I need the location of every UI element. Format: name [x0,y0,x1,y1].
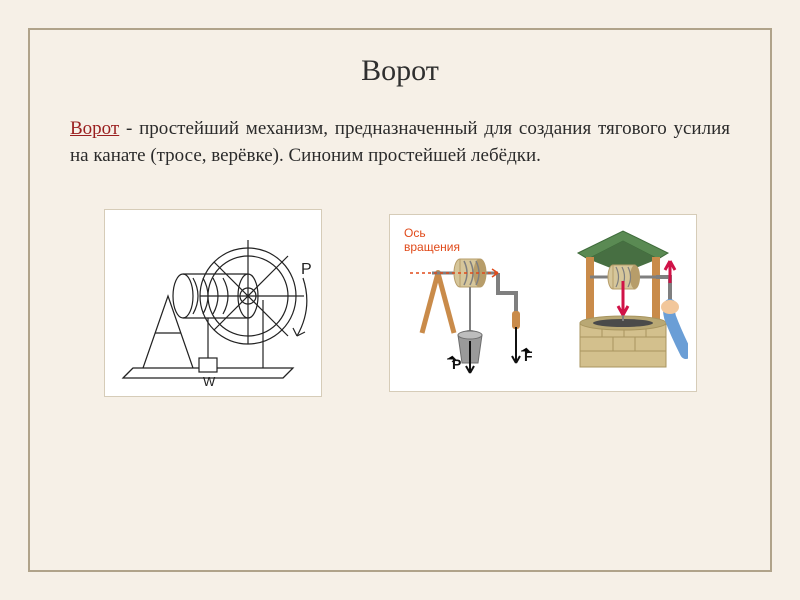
definition-rest: - простейший механизм, предназначенный д… [70,118,730,166]
figure-winch-engraving: P W [104,209,322,397]
axis-label-line2: вращения [404,240,460,254]
winch-color-svg: Ось вращения [398,223,688,383]
axis-label-line1: Ось [404,226,426,240]
content-frame: Ворот Ворот - простейший механизм, предн… [28,28,772,572]
figures-row: P W Ось вращения [70,209,730,397]
definition-text: Ворот - простейший механизм, предназначе… [70,116,730,169]
figure-winch-color: Ось вращения [389,214,697,392]
definition-term: Ворот [70,118,119,139]
fig1-label-p: P [301,261,312,278]
slide: Ворот Ворот - простейший механизм, предн… [0,0,800,600]
slide-title: Ворот [70,54,730,88]
fig1-label-w: W [203,374,216,388]
winch-svg: P W [113,218,313,388]
